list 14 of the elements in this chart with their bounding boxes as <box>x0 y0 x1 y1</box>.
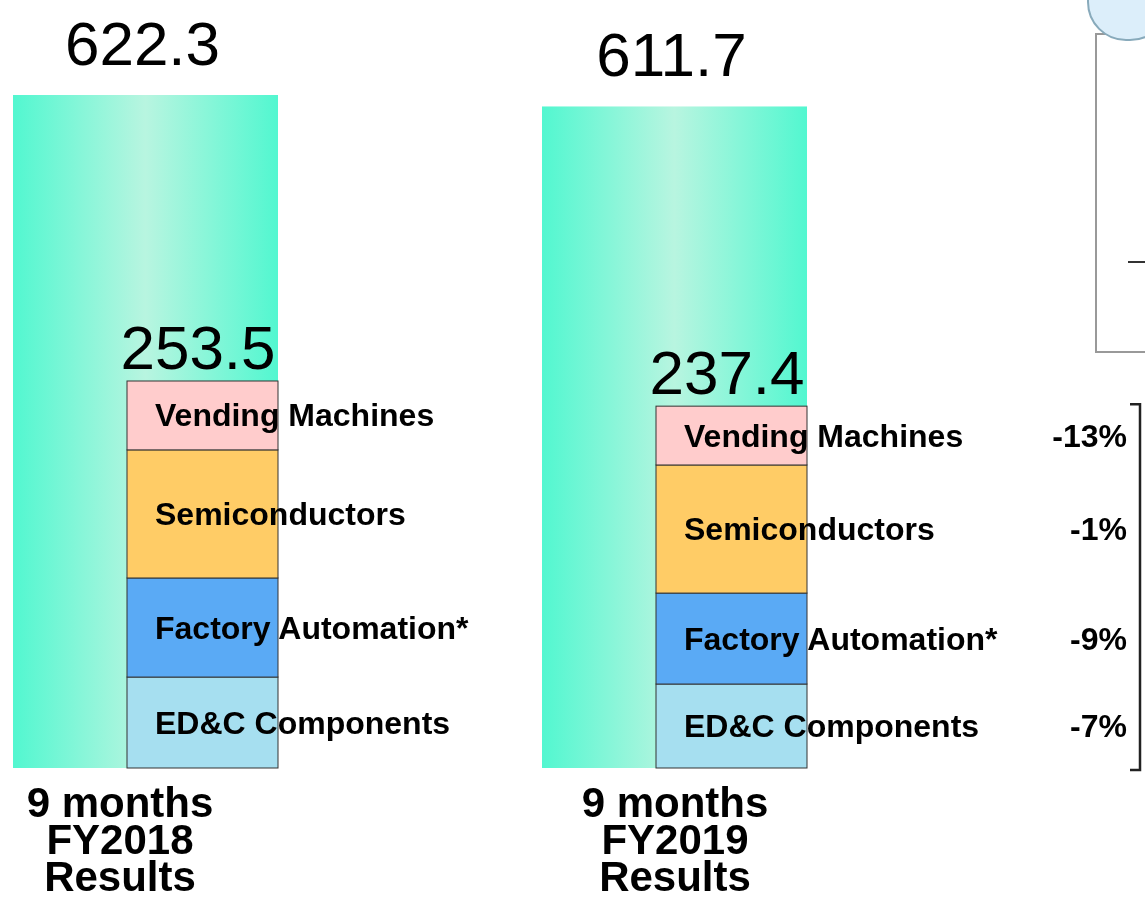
text: -7% <box>1070 708 1127 745</box>
text: Factory Automation* <box>155 609 469 646</box>
text: Vending Machines <box>155 397 435 434</box>
text: -9% <box>1070 620 1127 657</box>
series-label: Vending Machines <box>684 417 964 454</box>
x-tick-label: 9 months FY2019 Results <box>581 779 769 900</box>
text: -1% <box>1070 511 1127 548</box>
series-label: Factory Automation* <box>684 620 999 657</box>
data-label: 622.3 <box>64 9 221 78</box>
data-label: 611.7 <box>596 20 747 90</box>
annotation: 253.5 <box>120 313 276 382</box>
text: -13% <box>1052 417 1127 454</box>
x-tick-label: 9 months FY2018 Results <box>26 779 214 900</box>
annotation: 237.4 <box>649 338 805 408</box>
